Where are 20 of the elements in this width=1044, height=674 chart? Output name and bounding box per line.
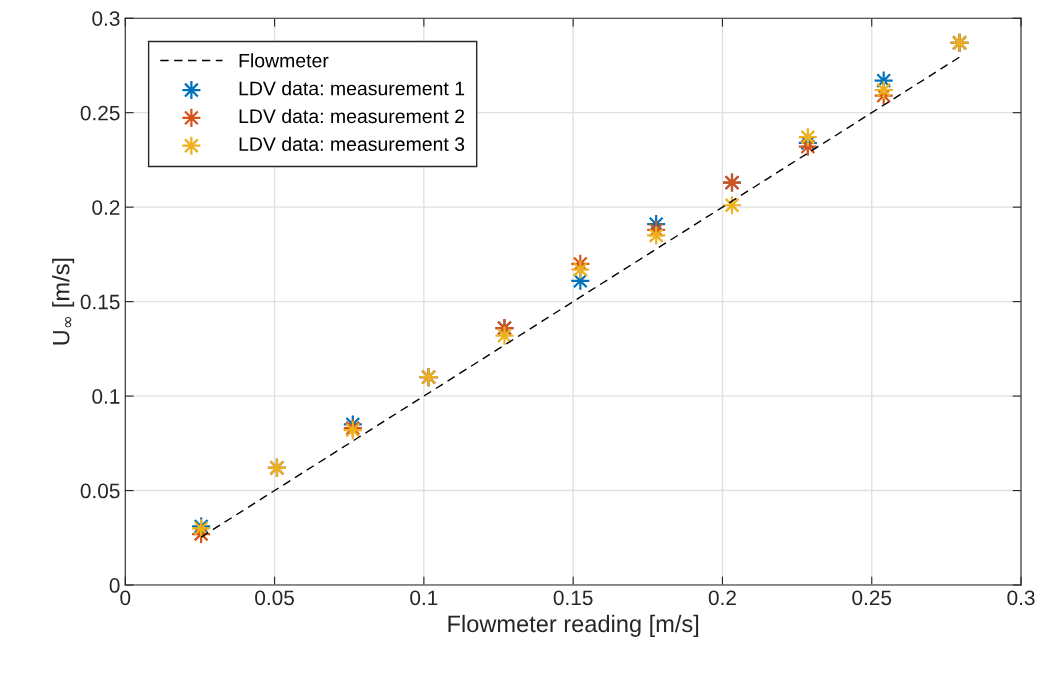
x-tick-label: 0.1 <box>410 590 438 606</box>
y-tick-label: 0.05 <box>80 483 120 499</box>
legend-label: LDV data: measurement 2 <box>239 108 465 124</box>
x-tick-label: 0 <box>120 590 131 606</box>
x-tick-label: 0.2 <box>708 590 736 606</box>
y-tick-label: 0.25 <box>80 105 120 121</box>
legend-label: LDV data: measurement 3 <box>239 136 465 152</box>
x-tick-label: 0.15 <box>553 590 593 606</box>
y-tick-label: 0 <box>109 578 120 593</box>
legend-label: Flowmeter <box>239 53 329 68</box>
y-axis-title: U$_{∞}$ [m/s] <box>52 258 75 345</box>
x-tick-label: 0.05 <box>255 590 294 606</box>
legend-label: LDV data: measurement 1 <box>239 81 465 96</box>
y-tick-label: 0.15 <box>80 294 120 310</box>
x-axis-title: Flowmeter reading [m/s] <box>448 614 699 637</box>
x-tick-label: 0.3 <box>1007 590 1035 606</box>
y-tick-label: 0.3 <box>92 11 120 26</box>
y-tick-label: 0.2 <box>92 200 120 215</box>
x-tick-label: 0.25 <box>852 590 892 606</box>
y-tick-label: 0.1 <box>92 389 120 404</box>
